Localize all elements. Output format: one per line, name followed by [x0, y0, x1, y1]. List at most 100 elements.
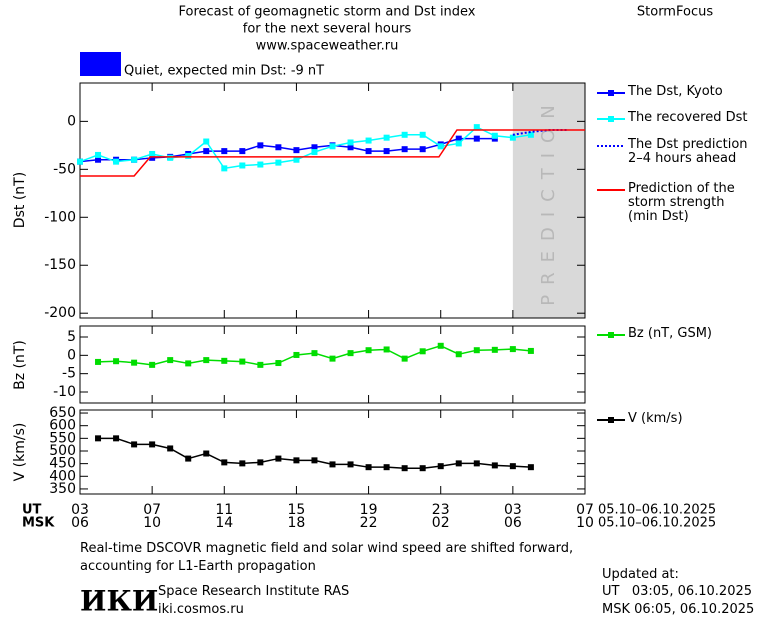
x-tick-label: 07: [576, 502, 594, 518]
data-point: [365, 464, 372, 471]
plot-frame: [79, 325, 586, 404]
data-point: [113, 358, 120, 365]
data-point: [113, 158, 120, 165]
logo: ИКИ: [80, 585, 158, 618]
legend-marker: [608, 116, 614, 122]
data-point: [95, 358, 102, 365]
y-axis-title: V (km/s): [12, 423, 28, 482]
legend-marker: [608, 90, 614, 96]
data-point: [437, 342, 444, 349]
data-point: [221, 357, 228, 364]
x-tick-label-msk: 22: [360, 515, 378, 531]
y-axis-title: Bz (nT): [12, 340, 28, 390]
data-point: [149, 150, 156, 157]
y-tick-label: -10: [53, 384, 76, 400]
y-tick-label: 500: [49, 443, 76, 459]
x-tick-label-msk: 10: [143, 515, 161, 531]
data-point: [473, 347, 480, 354]
data-point: [239, 148, 246, 155]
data-point: [95, 435, 102, 442]
data-point: [311, 149, 318, 156]
prediction-label: PREDICTION: [538, 95, 559, 305]
y-tick-label: -5: [62, 366, 76, 382]
title-line: www.spaceweather.ru: [256, 39, 399, 54]
data-point: [401, 146, 408, 153]
x-tick-label: 11: [215, 502, 233, 518]
series-line: [79, 126, 532, 170]
series-line: [98, 437, 531, 469]
data-point: [95, 151, 102, 158]
legend-entry: The Dst prediction 2–4 hours ahead: [628, 137, 748, 166]
data-point: [77, 158, 83, 165]
data-point: [383, 134, 390, 141]
data-point: [527, 347, 534, 354]
legend-entry: V (km/s): [628, 411, 683, 426]
data-point: [419, 348, 426, 355]
data-point: [491, 462, 498, 469]
data-point: [257, 459, 264, 466]
data-point: [167, 445, 174, 452]
data-point: [509, 346, 516, 353]
data-point: [131, 156, 138, 163]
data-point: [473, 124, 480, 131]
data-point: [401, 355, 408, 362]
data-point: [527, 131, 534, 138]
data-point: [275, 455, 282, 462]
data-point: [203, 148, 210, 155]
data-point: [221, 165, 228, 172]
data-point: [275, 360, 282, 367]
data-point: [167, 154, 174, 161]
y-tick-label: -150: [44, 257, 76, 273]
x-tick-label-msk: 06: [504, 515, 522, 531]
data-point: [257, 361, 264, 368]
y-tick-label: 550: [49, 430, 76, 446]
site: iki.cosmos.ru: [158, 602, 244, 617]
data-point: [239, 460, 246, 467]
data-point: [329, 461, 336, 468]
legend-entry: Prediction of the storm strength (min Ds…: [628, 181, 735, 224]
x-tick-label: 07: [143, 502, 161, 518]
data-point: [455, 135, 462, 142]
data-point: [149, 441, 156, 448]
data-point: [149, 154, 156, 161]
data-point: [185, 360, 192, 367]
data-point: [491, 346, 498, 353]
data-point: [293, 156, 300, 163]
data-point: [113, 435, 120, 442]
x-tick-label-msk: 18: [288, 515, 306, 531]
y-tick-label: -50: [53, 161, 76, 177]
data-point: [509, 463, 516, 470]
status-box: [80, 52, 121, 76]
data-point: [257, 161, 264, 168]
plot-frame: [79, 82, 586, 319]
updated-title: Updated at:: [602, 567, 679, 582]
status-text: Quiet, expected min Dst: -9 nT: [124, 64, 324, 79]
legend-entry: The recovered Dst: [628, 110, 748, 125]
data-point: [437, 143, 444, 150]
data-point: [311, 144, 318, 151]
data-point: [347, 461, 354, 468]
series-line: [79, 137, 495, 163]
data-point: [455, 351, 462, 358]
updated-ut: UT 03:05, 06.10.2025: [602, 584, 753, 599]
y-tick-label: 0: [67, 113, 76, 129]
y-axis-title: Dst (nT): [12, 172, 28, 228]
data-point: [203, 357, 210, 364]
data-point: [239, 358, 246, 365]
ut-label: UT: [22, 503, 42, 518]
data-point: [257, 142, 264, 149]
y-tick-label: 450: [49, 456, 76, 472]
data-point: [527, 464, 534, 471]
data-point: [401, 131, 408, 138]
data-point: [311, 457, 318, 464]
data-point: [203, 138, 210, 145]
data-point: [365, 347, 372, 354]
y-tick-label: 0: [67, 347, 76, 363]
data-point: [293, 457, 300, 464]
title-line: for the next several hours: [243, 22, 412, 37]
y-tick-label: 600: [49, 418, 76, 434]
data-point: [419, 131, 426, 138]
y-tick-label: 650: [49, 405, 76, 421]
x-tick-label: 23: [432, 502, 450, 518]
data-point: [491, 132, 498, 139]
